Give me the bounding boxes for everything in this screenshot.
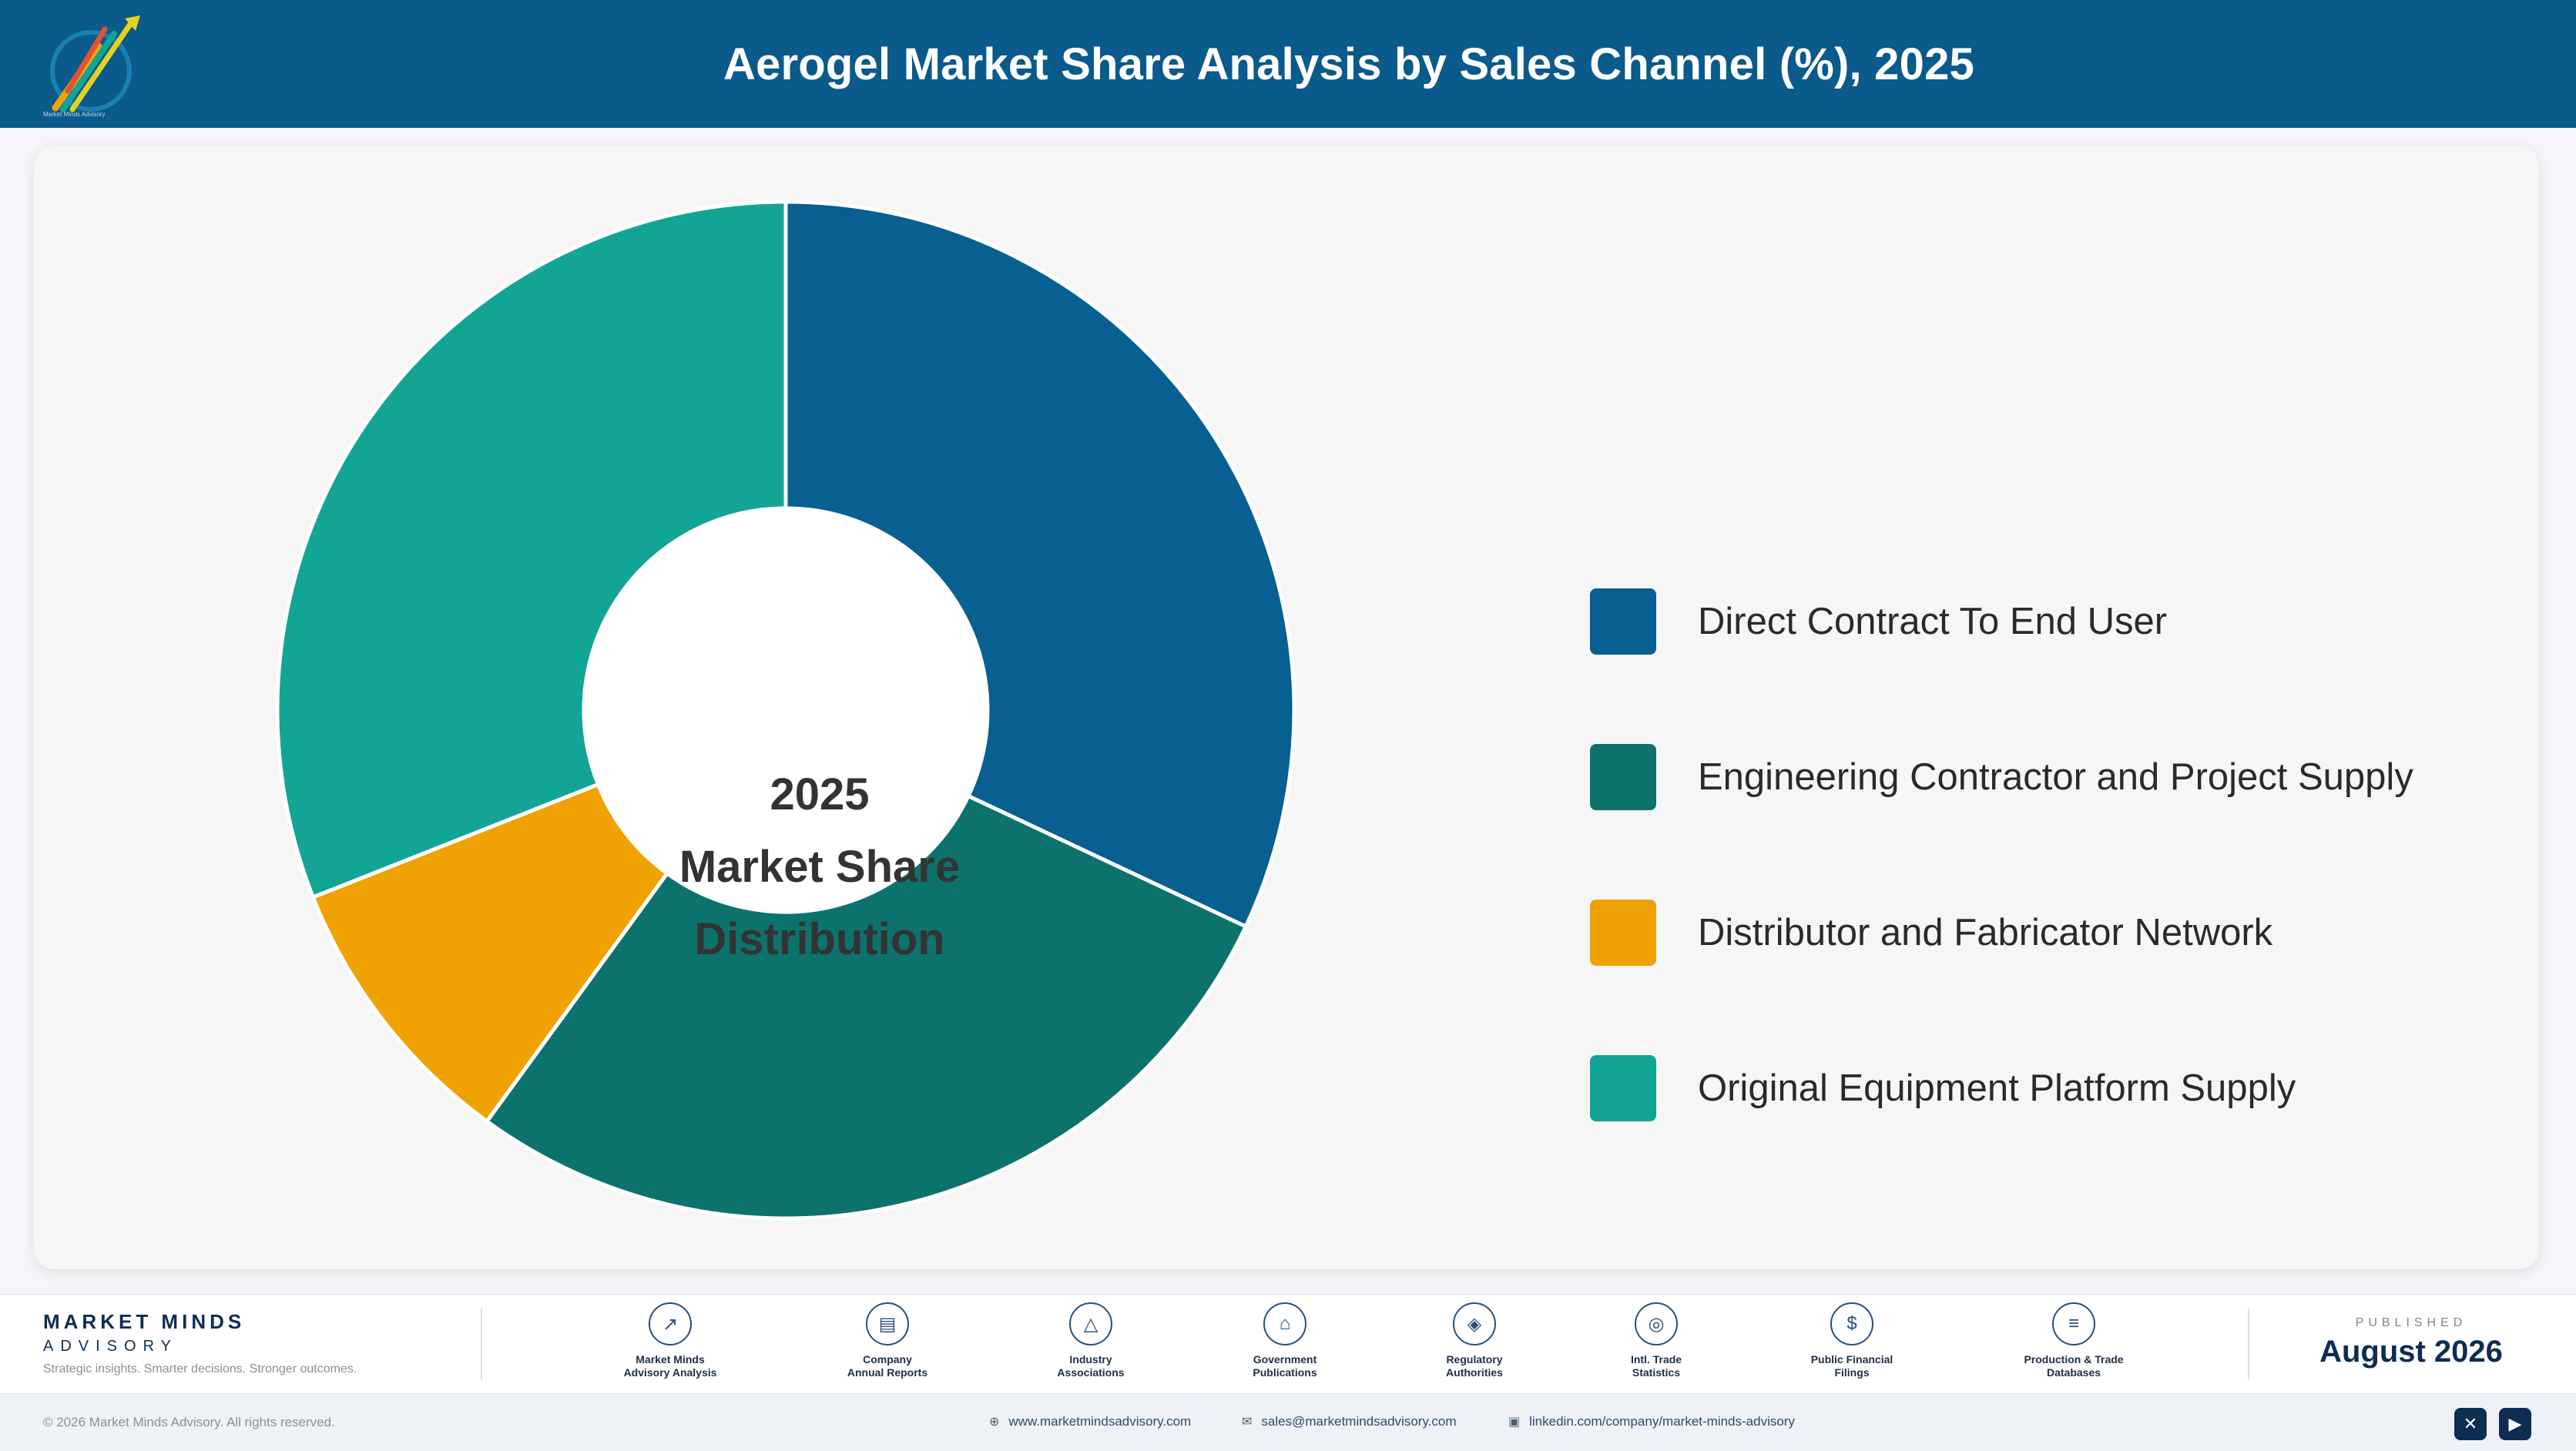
center-label-line2: Market Share: [679, 842, 961, 892]
source-label-line1: Intl. Trade: [1630, 1353, 1682, 1366]
source-regulatory-authorities[interactable]: ◈ Regulatory Authorities: [1390, 1302, 1559, 1379]
footer-brand-name: MARKET MINDS: [43, 1310, 246, 1333]
source-label-line2: Filings: [1834, 1366, 1870, 1379]
legend-item-oem-platform: Original Equipment Platform Supply: [1590, 1055, 2413, 1121]
center-label-year: 2025: [770, 769, 870, 819]
source-industry-associations[interactable]: △ Industry Associations: [1006, 1302, 1176, 1379]
source-label-line1: Company: [863, 1353, 912, 1366]
chart-card: 2025 Market Share Distribution Direct Co…: [34, 146, 2539, 1269]
source-government-publications[interactable]: ⌂ Government Publications: [1200, 1302, 1370, 1379]
source-label-line2: Annual Reports: [847, 1366, 928, 1379]
chart-title: Aerogel Market Share Analysis by Sales C…: [723, 39, 1975, 89]
globe-icon: ◎: [1635, 1302, 1678, 1345]
source-market-minds[interactable]: ↗ Market Minds Advisory Analysis: [585, 1302, 755, 1379]
network-icon: △: [1069, 1302, 1112, 1345]
legend-item-distributor-network: Distributor and Fabricator Network: [1590, 900, 2413, 966]
footer-divider: [481, 1309, 482, 1379]
mail-icon: ✉: [1242, 1416, 1253, 1429]
legend-swatch: [1590, 1055, 1656, 1121]
footer-brand-sub: ADVISORY: [43, 1338, 178, 1355]
source-label-line2: Publications: [1253, 1366, 1317, 1379]
chart-line-icon: ↗: [649, 1302, 692, 1345]
legend-swatch: [1590, 900, 1656, 966]
linkedin-text: linkedin.com/company/market-minds-adviso…: [1529, 1414, 1795, 1429]
website-link[interactable]: ⊕ www.marketmindsadvisory.com: [989, 1414, 1191, 1429]
document-icon: ▤: [866, 1302, 909, 1345]
shield-icon: ◈: [1453, 1302, 1496, 1345]
donut-center-label: 2025 Market Share Distribution: [666, 759, 974, 976]
email-text: sales@marketmindsadvisory.com: [1261, 1414, 1457, 1429]
donut-chart: [275, 199, 1296, 1221]
footer-tagline: Strategic insights. Smarter decisions. S…: [43, 1362, 357, 1376]
email-link[interactable]: ✉ sales@marketmindsadvisory.com: [1242, 1414, 1457, 1429]
header-bar: Market Minds Advisory Aerogel Market Sha…: [0, 0, 2576, 128]
footer-divider: [2248, 1309, 2249, 1379]
dollar-icon: $: [1830, 1302, 1873, 1345]
legend-label: Original Equipment Platform Supply: [1698, 1067, 2296, 1109]
source-label-line2: Advisory Analysis: [623, 1366, 717, 1379]
published-label: PUBLISHED: [2355, 1316, 2467, 1329]
legend-item-engineering-contractor: Engineering Contractor and Project Suppl…: [1590, 744, 2413, 810]
source-label-line1: Government: [1253, 1353, 1317, 1366]
database-icon: ≡: [2052, 1302, 2095, 1345]
source-label-line1: Public Financial: [1810, 1353, 1893, 1366]
building-icon: ⌂: [1263, 1302, 1306, 1345]
youtube-social-icon[interactable]: ▶: [2499, 1408, 2531, 1440]
published-date: August 2026: [2319, 1335, 2503, 1369]
source-trade-statistics[interactable]: ◎ Intl. Trade Statistics: [1571, 1302, 1741, 1379]
source-label-line1: Production & Trade: [2024, 1353, 2124, 1366]
legend-item-direct-contract: Direct Contract To End User: [1590, 588, 2413, 655]
x-social-icon[interactable]: ✕: [2454, 1408, 2487, 1440]
linkedin-icon: ▣: [1508, 1416, 1521, 1429]
source-production-databases[interactable]: ≡ Production & Trade Databases: [1989, 1302, 2158, 1379]
footer-bottom-bar: © 2026 Market Minds Advisory. All rights…: [0, 1393, 2576, 1451]
source-label-line2: Databases: [2046, 1366, 2101, 1379]
source-label-line1: Market Minds: [636, 1353, 705, 1366]
footer: MARKET MINDS ADVISORY Strategic insights…: [0, 1294, 2576, 1451]
source-label-line1: Regulatory: [1446, 1353, 1503, 1366]
globe-icon: ⊕: [989, 1416, 1000, 1429]
legend-label: Distributor and Fabricator Network: [1698, 912, 2273, 953]
source-label-line2: Associations: [1057, 1366, 1125, 1379]
legend-label: Engineering Contractor and Project Suppl…: [1698, 756, 2413, 798]
source-label-line1: Industry: [1069, 1353, 1112, 1366]
source-label-line2: Statistics: [1632, 1366, 1681, 1379]
chart-legend: Direct Contract To End User Engineering …: [1590, 588, 2413, 1211]
legend-swatch: [1590, 588, 1656, 655]
donut-hole: [584, 508, 988, 912]
copyright-text: © 2026 Market Minds Advisory. All rights…: [43, 1415, 335, 1429]
source-label-line2: Authorities: [1446, 1366, 1503, 1379]
legend-label: Direct Contract To End User: [1698, 601, 2168, 642]
logo-caption: Market Minds Advisory: [43, 111, 106, 118]
source-company-reports[interactable]: ▤ Company Annual Reports: [803, 1302, 972, 1379]
website-text: www.marketmindsadvisory.com: [1008, 1414, 1192, 1429]
linkedin-link[interactable]: ▣ linkedin.com/company/market-minds-advi…: [1508, 1414, 1795, 1429]
source-financial-filings[interactable]: $ Public Financial Filings: [1767, 1302, 1937, 1379]
center-label-line3: Distribution: [694, 914, 945, 964]
logo-icon: [50, 15, 140, 112]
legend-swatch: [1590, 744, 1656, 810]
